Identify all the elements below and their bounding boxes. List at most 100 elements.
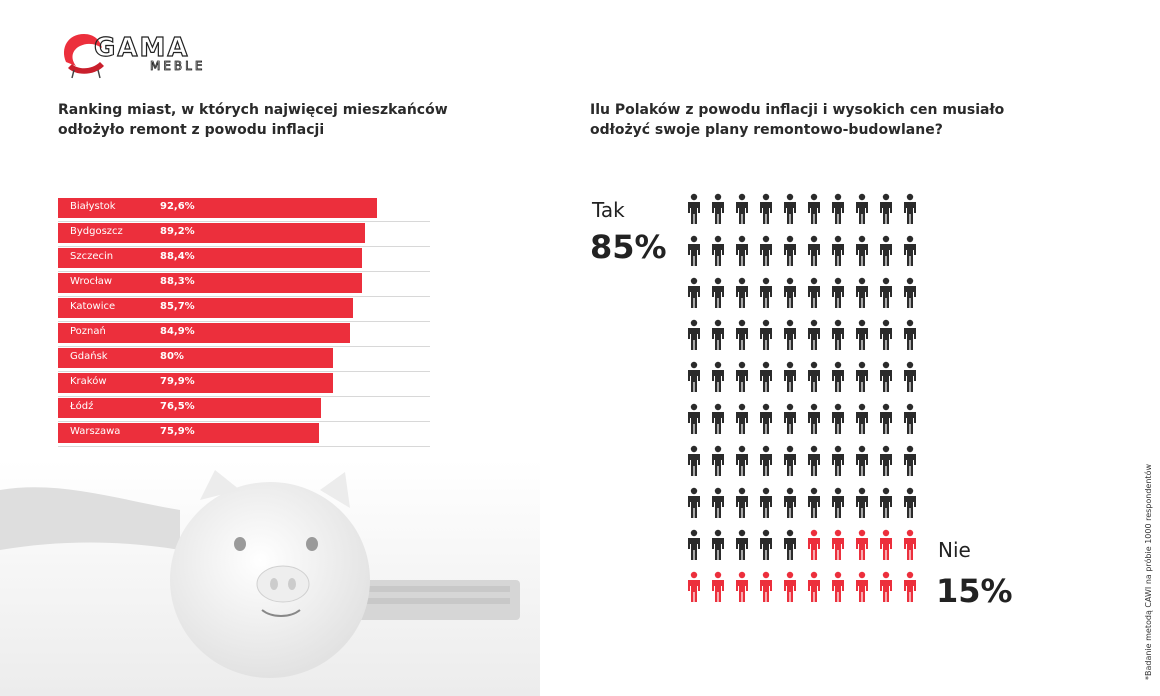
person-icon xyxy=(784,235,796,266)
person-icon xyxy=(688,445,700,476)
person-icon xyxy=(880,277,892,308)
person-icon xyxy=(784,193,796,224)
bar-value-label: 88,4% xyxy=(160,251,195,262)
person-icon xyxy=(784,277,796,308)
person-icon xyxy=(784,319,796,350)
tak-percent: 85% xyxy=(590,228,667,266)
person-icon xyxy=(736,361,748,392)
person-icon xyxy=(688,319,700,350)
person-icon xyxy=(808,193,820,224)
person-icon xyxy=(736,487,748,518)
person-icon xyxy=(688,571,700,602)
pictogram-title-line: odłożyć swoje plany remontowo-budowlane? xyxy=(590,122,943,138)
person-icon xyxy=(712,277,724,308)
person-icon xyxy=(712,487,724,518)
bar-value-label: 85,7% xyxy=(160,301,195,312)
person-icon xyxy=(904,487,916,518)
person-icon xyxy=(832,529,844,560)
person-icon xyxy=(808,529,820,560)
bar-row: Warszawa 75,9% xyxy=(58,423,430,447)
person-icon xyxy=(808,361,820,392)
bar-gridline xyxy=(58,296,430,297)
person-icon xyxy=(808,445,820,476)
person-icon xyxy=(688,529,700,560)
person-icon xyxy=(736,193,748,224)
bar-category-label: Warszawa xyxy=(70,426,121,437)
person-icon xyxy=(904,445,916,476)
person-icon xyxy=(832,193,844,224)
person-icon xyxy=(688,403,700,434)
svg-text:MEBLE: MEBLE xyxy=(150,59,205,73)
person-icon xyxy=(736,445,748,476)
person-icon xyxy=(856,361,868,392)
person-icon xyxy=(808,235,820,266)
person-icon xyxy=(808,571,820,602)
bar: Kraków 79,9% xyxy=(58,373,333,393)
bar-chart-title-line: odłożyło remont z powodu inflacji xyxy=(58,122,325,138)
person-icon xyxy=(856,445,868,476)
person-icon xyxy=(760,487,772,518)
person-icon xyxy=(808,403,820,434)
person-icon xyxy=(880,319,892,350)
person-icon xyxy=(856,277,868,308)
person-icon xyxy=(832,361,844,392)
bar-category-label: Kraków xyxy=(70,376,107,387)
person-icon xyxy=(712,445,724,476)
person-icon xyxy=(880,529,892,560)
person-icon xyxy=(856,529,868,560)
person-icon xyxy=(856,235,868,266)
person-icon xyxy=(784,529,796,560)
person-icon xyxy=(904,235,916,266)
person-icon xyxy=(856,403,868,434)
person-icon xyxy=(760,235,772,266)
bar-value-label: 75,9% xyxy=(160,426,195,437)
bar-value-label: 89,2% xyxy=(160,226,195,237)
bar-chart-title: Ranking miast, w których najwięcej miesz… xyxy=(58,100,498,140)
bar-gridline xyxy=(58,421,430,422)
bar-value-label: 80% xyxy=(160,351,184,362)
person-icon xyxy=(832,487,844,518)
person-icon xyxy=(736,319,748,350)
bar: Warszawa 75,9% xyxy=(58,423,320,443)
tak-label: Tak xyxy=(592,198,625,222)
person-icon xyxy=(736,403,748,434)
person-icon xyxy=(760,529,772,560)
person-icon xyxy=(880,445,892,476)
person-icon xyxy=(904,277,916,308)
person-icon xyxy=(832,571,844,602)
pictogram-title-line: Ilu Polaków z powodu inflacji i wysokich… xyxy=(590,102,1005,118)
person-icon xyxy=(880,487,892,518)
bar-value-label: 92,6% xyxy=(160,201,195,212)
bar-category-label: Poznań xyxy=(70,326,106,337)
people-pictogram xyxy=(688,193,916,602)
bar-category-label: Gdańsk xyxy=(70,351,108,362)
person-icon xyxy=(688,193,700,224)
person-icon xyxy=(784,487,796,518)
person-icon xyxy=(760,571,772,602)
bar: Poznań 84,9% xyxy=(58,323,351,343)
person-icon xyxy=(808,277,820,308)
person-icon xyxy=(880,403,892,434)
person-icon xyxy=(904,403,916,434)
person-icon xyxy=(712,571,724,602)
person-icon xyxy=(760,361,772,392)
bar: Wrocław 88,3% xyxy=(58,273,362,293)
person-icon xyxy=(832,445,844,476)
bar-row: Białystok 92,6% xyxy=(58,198,430,222)
person-icon xyxy=(904,571,916,602)
bar-category-label: Wrocław xyxy=(70,276,113,287)
person-icon xyxy=(688,235,700,266)
person-icon xyxy=(880,193,892,224)
person-icon xyxy=(856,487,868,518)
person-icon xyxy=(808,487,820,518)
bar-row: Łódź 76,5% xyxy=(58,398,430,422)
person-icon xyxy=(856,571,868,602)
person-icon xyxy=(904,529,916,560)
person-icon xyxy=(760,319,772,350)
person-icon xyxy=(904,361,916,392)
person-icon xyxy=(760,445,772,476)
bar-value-label: 79,9% xyxy=(160,376,195,387)
person-icon xyxy=(904,319,916,350)
bar-gridline xyxy=(58,221,430,222)
person-icon xyxy=(880,235,892,266)
